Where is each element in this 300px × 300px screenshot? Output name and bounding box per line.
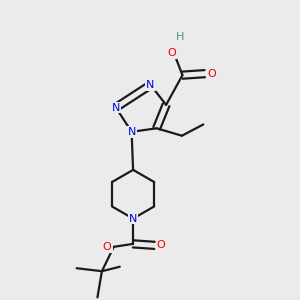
Text: N: N: [112, 103, 120, 112]
Text: H: H: [176, 32, 184, 42]
Text: N: N: [129, 214, 137, 224]
Text: O: O: [103, 242, 112, 252]
Text: N: N: [146, 80, 155, 90]
Text: O: O: [207, 69, 216, 79]
Text: O: O: [168, 48, 176, 58]
Text: O: O: [157, 240, 165, 250]
Text: N: N: [128, 127, 136, 137]
